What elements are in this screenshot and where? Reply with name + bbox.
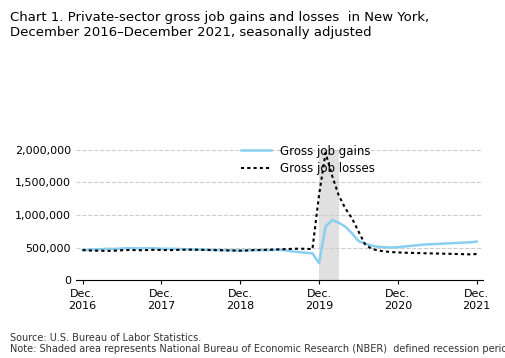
Text: Source: U.S. Bureau of Labor Statistics.
Note: Shaded area represents National B: Source: U.S. Bureau of Labor Statistics.… xyxy=(10,333,505,354)
Text: Chart 1. Private-sector gross job gains and losses  in New York,
December 2016–D: Chart 1. Private-sector gross job gains … xyxy=(10,11,428,39)
Legend: Gross job gains, Gross job losses: Gross job gains, Gross job losses xyxy=(236,140,379,180)
Bar xyxy=(318,150,338,280)
